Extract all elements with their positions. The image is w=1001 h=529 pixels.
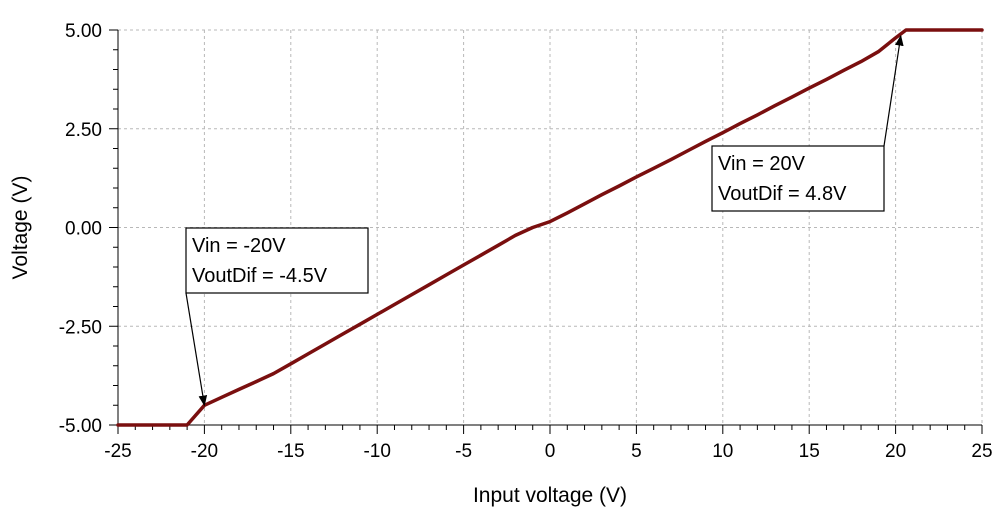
x-tick-label: -15 bbox=[277, 441, 304, 462]
x-tick-label: 25 bbox=[971, 441, 992, 462]
annotation-callout: Vin = -20V VoutDif = -4.5V bbox=[185, 227, 369, 407]
x-axis-title: Input voltage (V) bbox=[473, 484, 627, 507]
series-line bbox=[116, 28, 984, 427]
y-tick-label: -2.50 bbox=[59, 317, 102, 338]
x-tick-label: 15 bbox=[799, 441, 820, 462]
annotation-text: Vin = 20V bbox=[718, 153, 806, 175]
y-tick-label: 0.00 bbox=[65, 219, 102, 240]
y-tick-label: -5.00 bbox=[59, 416, 102, 437]
series-layer bbox=[116, 28, 984, 427]
axes: -25 -20 -15 -10 -5 0 5 10 15 20 25 -5.00 -2.50 0.00 2.… bbox=[59, 21, 993, 462]
x-tick-label: -5 bbox=[455, 441, 472, 462]
x-tick-label: -25 bbox=[104, 441, 131, 462]
y-tick-label: 2.50 bbox=[65, 120, 102, 141]
annotation-box bbox=[711, 145, 885, 212]
annotation-text: VoutDif = 4.8V bbox=[718, 183, 847, 205]
y-axis-title: Voltage (V) bbox=[9, 176, 32, 280]
annotation-callout: Vin = 20V VoutDif = 4.8V bbox=[711, 34, 904, 212]
x-tick-label: 20 bbox=[885, 441, 906, 462]
annotation-text: VoutDif = -4.5V bbox=[192, 265, 328, 287]
annotation-arrow bbox=[185, 292, 208, 407]
annotation-box bbox=[185, 227, 369, 294]
annotation-text: Vin = -20V bbox=[192, 235, 286, 257]
x-tick-label: 10 bbox=[712, 441, 733, 462]
x-tick-label: 0 bbox=[545, 441, 556, 462]
x-tick-label: 5 bbox=[631, 441, 642, 462]
annotation-arrow bbox=[883, 34, 904, 147]
x-tick-label: -20 bbox=[191, 441, 218, 462]
annotations: Vin = -20V VoutDif = -4.5V Vin = 20V VoutDi… bbox=[185, 34, 904, 407]
y-tick-label: 5.00 bbox=[65, 21, 102, 42]
x-tick-label: -10 bbox=[363, 441, 390, 462]
